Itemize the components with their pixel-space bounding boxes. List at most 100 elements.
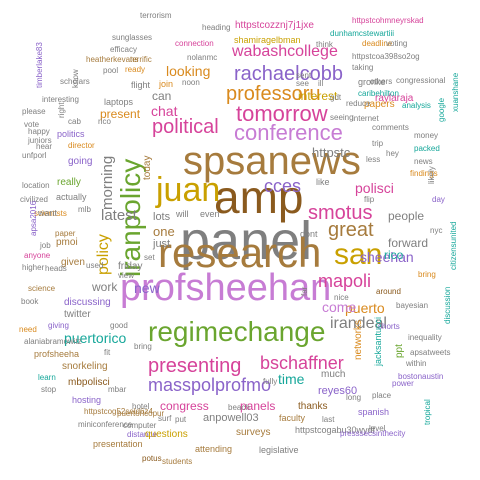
- word: bostonaustin: [398, 372, 444, 381]
- word: mlb: [78, 205, 91, 214]
- word: networks: [353, 319, 364, 360]
- word: nolanmc: [187, 53, 218, 62]
- word: noon: [182, 78, 200, 87]
- word: anyone: [24, 251, 51, 260]
- word: power: [392, 379, 414, 388]
- word: apsatweets: [410, 348, 451, 357]
- word: heading: [202, 23, 231, 32]
- word: likely: [427, 166, 436, 184]
- word: voting: [386, 39, 408, 48]
- word: set: [144, 253, 155, 262]
- word: papers: [364, 99, 395, 110]
- word: findings: [410, 169, 438, 178]
- word: sunglasses: [112, 33, 153, 42]
- word: long: [346, 393, 362, 402]
- word: faculty: [279, 413, 306, 423]
- word: far: [300, 286, 309, 296]
- word: vote: [24, 120, 40, 129]
- word: unfporl: [22, 151, 47, 160]
- word: alaniabramowitz: [24, 337, 82, 346]
- word: amp: [214, 171, 304, 223]
- word: chat: [151, 103, 178, 119]
- word: timberlake83: [35, 42, 44, 88]
- word: spsanews: [183, 139, 361, 183]
- word: really: [57, 177, 81, 188]
- word: snorkeling: [62, 361, 108, 372]
- word: shamiragelbman: [234, 35, 301, 45]
- word: actually: [56, 192, 87, 202]
- word: xuanshane: [451, 72, 460, 112]
- word: interest: [298, 89, 338, 103]
- word: puerto: [345, 300, 385, 316]
- word: morning: [99, 155, 116, 210]
- word: place: [372, 391, 392, 400]
- word: book: [21, 297, 39, 306]
- word: will: [176, 209, 189, 219]
- word: questions: [145, 429, 188, 440]
- word: seeing: [330, 113, 354, 122]
- word: presenting: [148, 355, 242, 377]
- word: packed: [414, 144, 440, 153]
- word: students: [162, 457, 193, 466]
- word: used: [86, 261, 104, 270]
- word: paper: [55, 229, 76, 238]
- word: nyc: [430, 226, 443, 235]
- word: right: [57, 102, 66, 118]
- word: latest: [101, 207, 137, 224]
- word: dunhamcstewartiii: [330, 29, 395, 38]
- word: higher: [22, 263, 45, 272]
- word: regimechange: [148, 316, 326, 347]
- word: last: [322, 415, 335, 424]
- word: given: [61, 257, 85, 268]
- word: smotus: [308, 202, 373, 224]
- word: httpstcoa398so2og: [352, 52, 420, 61]
- word: fit: [104, 348, 111, 357]
- word: forward: [388, 236, 429, 250]
- word: friday: [118, 261, 143, 272]
- word: bschaffner: [260, 353, 344, 373]
- word: politics: [57, 129, 85, 139]
- word: httpstcog52seld6z4: [84, 407, 153, 416]
- word: news: [414, 157, 433, 166]
- word: httpstcogabu30wydf: [295, 425, 376, 435]
- word: day: [432, 195, 445, 204]
- word: interesting: [42, 95, 79, 104]
- word: httpstcozznj7j1jxe: [235, 20, 314, 31]
- word: analysis: [402, 101, 431, 110]
- word: want: [38, 208, 58, 218]
- word: juniors: [28, 136, 52, 145]
- word: spanish: [358, 407, 390, 417]
- word: flip: [364, 195, 375, 204]
- word: ill: [318, 79, 324, 88]
- word: thanks: [298, 401, 328, 412]
- word: think: [316, 40, 333, 49]
- word: reduce: [346, 99, 371, 108]
- word: stop: [41, 385, 57, 394]
- word: puertorico: [64, 330, 127, 346]
- word: caribehilton: [358, 89, 399, 98]
- word: just: [153, 238, 171, 250]
- word: citizensunited: [449, 221, 458, 270]
- word: political: [152, 116, 219, 138]
- word: much: [321, 369, 346, 380]
- word: lots: [153, 211, 171, 223]
- word: surf: [158, 414, 172, 423]
- word: money: [414, 131, 439, 140]
- word: bring: [134, 342, 152, 351]
- word: scientists: [34, 209, 67, 218]
- word: gdt: [330, 93, 342, 102]
- word: cces: [264, 176, 302, 196]
- word: hear: [36, 142, 53, 151]
- word: mbpolisci: [68, 377, 110, 388]
- word: mapoli: [318, 271, 372, 291]
- word: need: [19, 325, 37, 334]
- word: tomorrow: [236, 101, 328, 126]
- word: connection: [175, 39, 214, 48]
- word: anpowell03: [203, 412, 259, 424]
- word: flight: [131, 80, 151, 90]
- word: pool: [103, 66, 119, 75]
- word: raylaraja: [375, 93, 414, 104]
- word: discussion: [443, 286, 452, 324]
- word: computer: [123, 421, 157, 430]
